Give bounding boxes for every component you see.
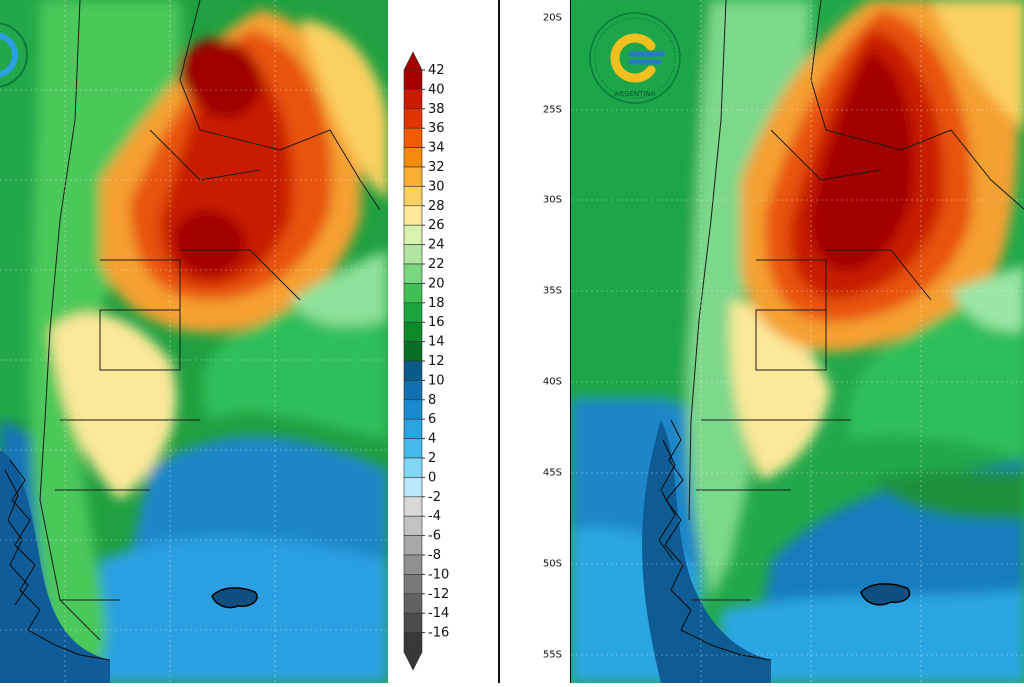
colorbar-swatch: [403, 418, 423, 439]
colorbar-swatch: [403, 89, 423, 110]
lat-label-40s: 40S: [542, 376, 562, 388]
lat-label-45s: 45S: [542, 467, 562, 479]
colorbar-swatch: [403, 224, 423, 245]
colorbar: 42 40 38 36 34 32 30 28 26 24 22 20 18 16 14 12 10 8 6 4 2 0-…: [388, 0, 498, 683]
colorbar-tick-label: 30: [428, 179, 445, 194]
colorbar-swatch: [403, 302, 423, 323]
colorbar-tick-label: 26: [428, 218, 445, 233]
colorbar-swatch: [403, 380, 423, 401]
colorbar-tick-label: -8: [428, 548, 441, 563]
colorbar-tick-label: 0: [428, 470, 436, 485]
colorbar-swatch: [403, 612, 423, 633]
colorbar-swatch: [403, 554, 423, 575]
colorbar-tick-label: 40: [428, 82, 445, 97]
colorbar-swatch: [403, 283, 423, 304]
lat-label-30s: 30S: [542, 194, 562, 206]
colorbar-swatch: [403, 438, 423, 459]
colorbar-tick-label: 28: [428, 199, 445, 214]
colorbar-swatch: [403, 632, 423, 653]
panel-divider: [498, 0, 500, 683]
colorbar-tick-label: 2: [428, 451, 436, 466]
colorbar-swatch: [403, 535, 423, 556]
lat-label-35s: 35S: [542, 285, 562, 297]
colorbar-swatch: [403, 593, 423, 614]
colorbar-swatch: [403, 341, 423, 362]
temperature-map-left: [0, 0, 389, 683]
map-left-coastline: [4, 459, 111, 661]
colorbar-tick-label: 32: [428, 160, 445, 175]
colorbar-swatch: [403, 496, 423, 517]
colorbar-swatch: [403, 69, 423, 90]
colorbar-swatch: [403, 263, 423, 284]
colorbar-swatch: [403, 477, 423, 498]
map-left-malvinas: [211, 587, 258, 609]
colorbar-svg: 424038363432302826242220181614121086420-…: [403, 51, 449, 671]
map-right-coastline: [658, 419, 772, 661]
colorbar-swatch: [403, 166, 423, 187]
smn-argentina-logo-icon: ARGENTINA: [589, 12, 681, 104]
colorbar-swatch: [403, 205, 423, 226]
map-left-chile-coast: [0, 450, 110, 683]
colorbar-swatch: [403, 399, 423, 420]
colorbar-tick-label: 14: [428, 335, 445, 350]
colorbar-tick-label: 16: [428, 315, 445, 330]
colorbar-tick-label: 24: [428, 238, 445, 253]
colorbar-tick-label: 8: [428, 393, 436, 408]
colorbar-swatch: [403, 147, 423, 168]
colorbar-tick-label: -14: [428, 606, 449, 621]
map-right-malvinas: [860, 583, 911, 606]
lat-label-50s: 50S: [542, 558, 562, 570]
colorbar-tick-label: 18: [428, 296, 445, 311]
colorbar-swatch: [403, 186, 423, 207]
colorbar-tick-label: 12: [428, 354, 445, 369]
colorbar-tick-label: 38: [428, 102, 445, 117]
lat-label-25s: 25S: [542, 104, 562, 116]
logo-text: ARGENTINA: [614, 90, 655, 98]
colorbar-tick-label: -10: [428, 567, 449, 582]
colorbar-top-arrow: [403, 51, 423, 71]
colorbar-swatch: [403, 457, 423, 478]
map-left-svg: [0, 0, 388, 683]
colorbar-swatch: [403, 127, 423, 148]
colorbar-tick-label: -16: [428, 626, 449, 641]
colorbar-tick-label: -6: [428, 529, 441, 544]
colorbar-tick-label: -2: [428, 490, 441, 505]
lat-label-20s: 20S: [542, 12, 562, 24]
colorbar-bottom-arrow: [403, 651, 423, 671]
map-right-temperature-field: [571, 0, 1024, 683]
colorbar-tick-label: 10: [428, 373, 445, 388]
colorbar-tick-label: 42: [428, 63, 445, 78]
map-left-grid: [0, 0, 388, 683]
colorbar-swatch: [403, 515, 423, 536]
colorbar-tick-label: 20: [428, 276, 445, 291]
temperature-map-right: ARGENTINA: [570, 0, 1024, 683]
map-right-svg: [571, 0, 1024, 683]
map-right-chile-coast: [642, 420, 771, 683]
colorbar-tick-label: -4: [428, 509, 441, 524]
smn-logo-partial-icon: [0, 22, 28, 88]
colorbar-tick-label: 6: [428, 412, 436, 427]
colorbar-swatch: [403, 321, 423, 342]
colorbar-swatch: [403, 244, 423, 265]
colorbar-swatch: [403, 574, 423, 595]
latitude-axis: 20S 25S 30S 35S 40S 45S 50S 55S: [500, 0, 570, 683]
map-right-grid: [571, 0, 1024, 683]
colorbar-tick-label: 22: [428, 257, 445, 272]
colorbar-tick-label: -12: [428, 587, 449, 602]
colorbar-tick-label: 34: [428, 141, 445, 156]
colorbar-swatch: [403, 360, 423, 381]
colorbar-tick-label: 36: [428, 121, 445, 136]
colorbar-swatch: [403, 108, 423, 129]
lat-label-55s: 55S: [542, 649, 562, 661]
colorbar-tick-label: 4: [428, 432, 436, 447]
